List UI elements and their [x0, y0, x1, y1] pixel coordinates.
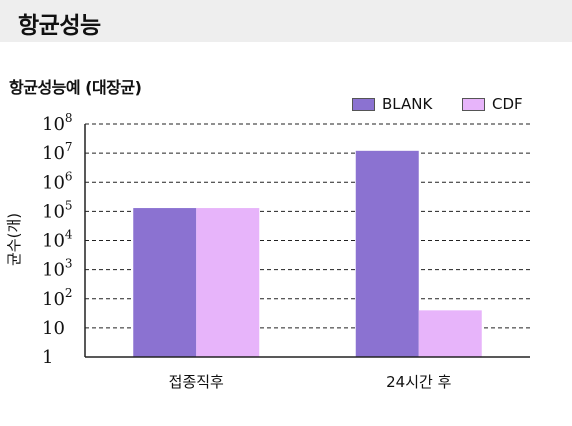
y-tick-label-6: 106: [42, 169, 73, 193]
y-tick-label-1: 10: [42, 318, 65, 339]
legend-swatch-cdf: [462, 98, 485, 111]
x-tick-label-0: 접종직후: [169, 373, 224, 391]
bar-blank-0: [133, 208, 197, 357]
section-header: 항균성능: [0, 0, 572, 42]
y-tick-label-4: 104: [42, 228, 73, 252]
y-tick-label-5: 105: [42, 198, 73, 222]
bar-blank-1: [355, 150, 419, 357]
chart-title: 항균성능예 (대장균): [9, 78, 142, 97]
y-tick-label-3: 103: [42, 257, 73, 281]
section-title: 항균성능: [18, 13, 101, 39]
y-tick-label-7: 107: [42, 140, 73, 164]
legend-swatch-blank: [352, 98, 375, 111]
bar-cdf-0: [196, 208, 260, 357]
y-tick-label-0: 1: [42, 347, 53, 368]
x-tick-label-1: 24시간 후: [386, 373, 451, 391]
y-tick-label-8: 108: [42, 111, 73, 135]
legend-label-cdf: CDF: [492, 95, 523, 113]
legend-label-blank: BLANK: [382, 95, 433, 113]
bar-cdf-1: [418, 310, 482, 357]
y-tick-label-2: 102: [42, 286, 73, 310]
